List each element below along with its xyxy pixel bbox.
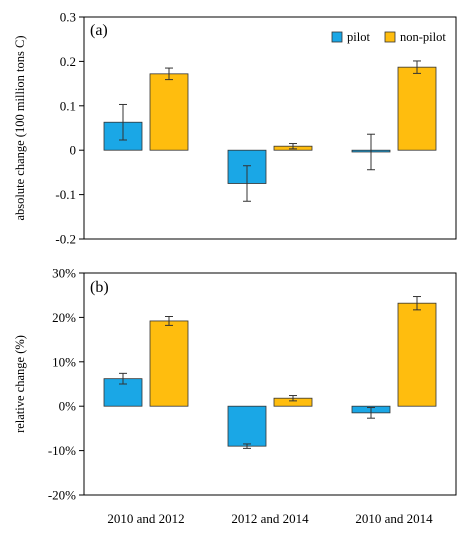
panel-a-error-bar-non-pilot: [289, 143, 297, 150]
legend-swatch-pilot: [331, 31, 343, 43]
panel-a-y-tick-label: -0.1: [55, 187, 76, 202]
panel-a-y-tick-label: 0.2: [60, 54, 76, 69]
panel-a-y-axis-label: absolute change (100 million tons C): [13, 35, 27, 220]
panel-a-error-bar-non-pilot: [413, 60, 421, 74]
panel-b-error-bar-non-pilot: [165, 316, 173, 326]
legend: pilot non-pilot: [331, 30, 446, 44]
panel-b-error-bar-pilot: [367, 407, 375, 419]
panel-a-error-bar-non-pilot: [165, 67, 173, 81]
panel-a-error-bar-pilot: [119, 103, 127, 141]
panel-a-y-ticks: -0.2 -0.1 0 0.1 0.2 0.3: [55, 10, 84, 247]
panel-a: (a) absolute change (100 million tons C)…: [13, 10, 457, 247]
legend-label-pilot: pilot: [347, 30, 370, 44]
panel-a-bar-non-pilot: [397, 66, 437, 151]
panel-b-bar-non-pilot: [149, 320, 189, 407]
panel-b-y-tick-label: -10%: [48, 443, 76, 458]
panel-a-label: (a): [90, 22, 108, 39]
panel-b-error-bar-pilot: [243, 443, 251, 449]
panel-b-bar-non-pilot: [397, 302, 437, 407]
panel-b-y-tick-label: 30%: [52, 266, 76, 281]
panel-a-y-tick-label: 0: [70, 143, 77, 158]
panel-a-y-tick-label: 0.1: [60, 98, 76, 113]
x-tick-label: 2010 and 2014: [355, 511, 433, 526]
x-tick-labels: 2010 and 2012 2012 and 2014 2010 and 2014: [107, 511, 433, 526]
panel-b-y-tick-label: -20%: [48, 488, 76, 503]
panel-a-error-bar-pilot: [367, 133, 375, 171]
legend-label-non-pilot: non-pilot: [400, 30, 446, 44]
x-tick-label: 2012 and 2014: [231, 511, 309, 526]
panel-a-y-tick-label: -0.2: [55, 232, 76, 247]
panel-a-bars: [103, 60, 437, 202]
panel-a-bar-non-pilot: [149, 73, 189, 151]
panel-b-y-axis-label: relative change (%): [13, 335, 27, 433]
panel-b-bars: [103, 296, 437, 449]
panel-b-error-bar-pilot: [119, 372, 127, 385]
panel-b-bar-pilot: [227, 405, 267, 447]
panel-b-error-bar-non-pilot: [413, 296, 421, 311]
panel-b-plot-frame: [83, 272, 457, 496]
panel-b-label: (b): [90, 279, 109, 296]
legend-swatch-non-pilot: [384, 31, 396, 43]
panel-a-y-tick-label: 0.3: [60, 10, 76, 25]
panel-a-plot-frame: [83, 16, 457, 240]
panel-b-y-tick-label: 0%: [59, 399, 77, 414]
panel-b-y-tick-label: 10%: [52, 354, 76, 369]
panel-b-y-tick-label: 20%: [52, 310, 76, 325]
x-tick-label: 2010 and 2012: [107, 511, 184, 526]
panel-b: (b) relative change (%) -20% -10% 0% 10% 20%…: [13, 266, 457, 526]
panel-a-error-bar-pilot: [243, 165, 251, 202]
panel-b-error-bar-non-pilot: [289, 395, 297, 402]
panel-b-y-ticks: -20% -10% 0% 10% 20% 30%: [48, 266, 84, 503]
